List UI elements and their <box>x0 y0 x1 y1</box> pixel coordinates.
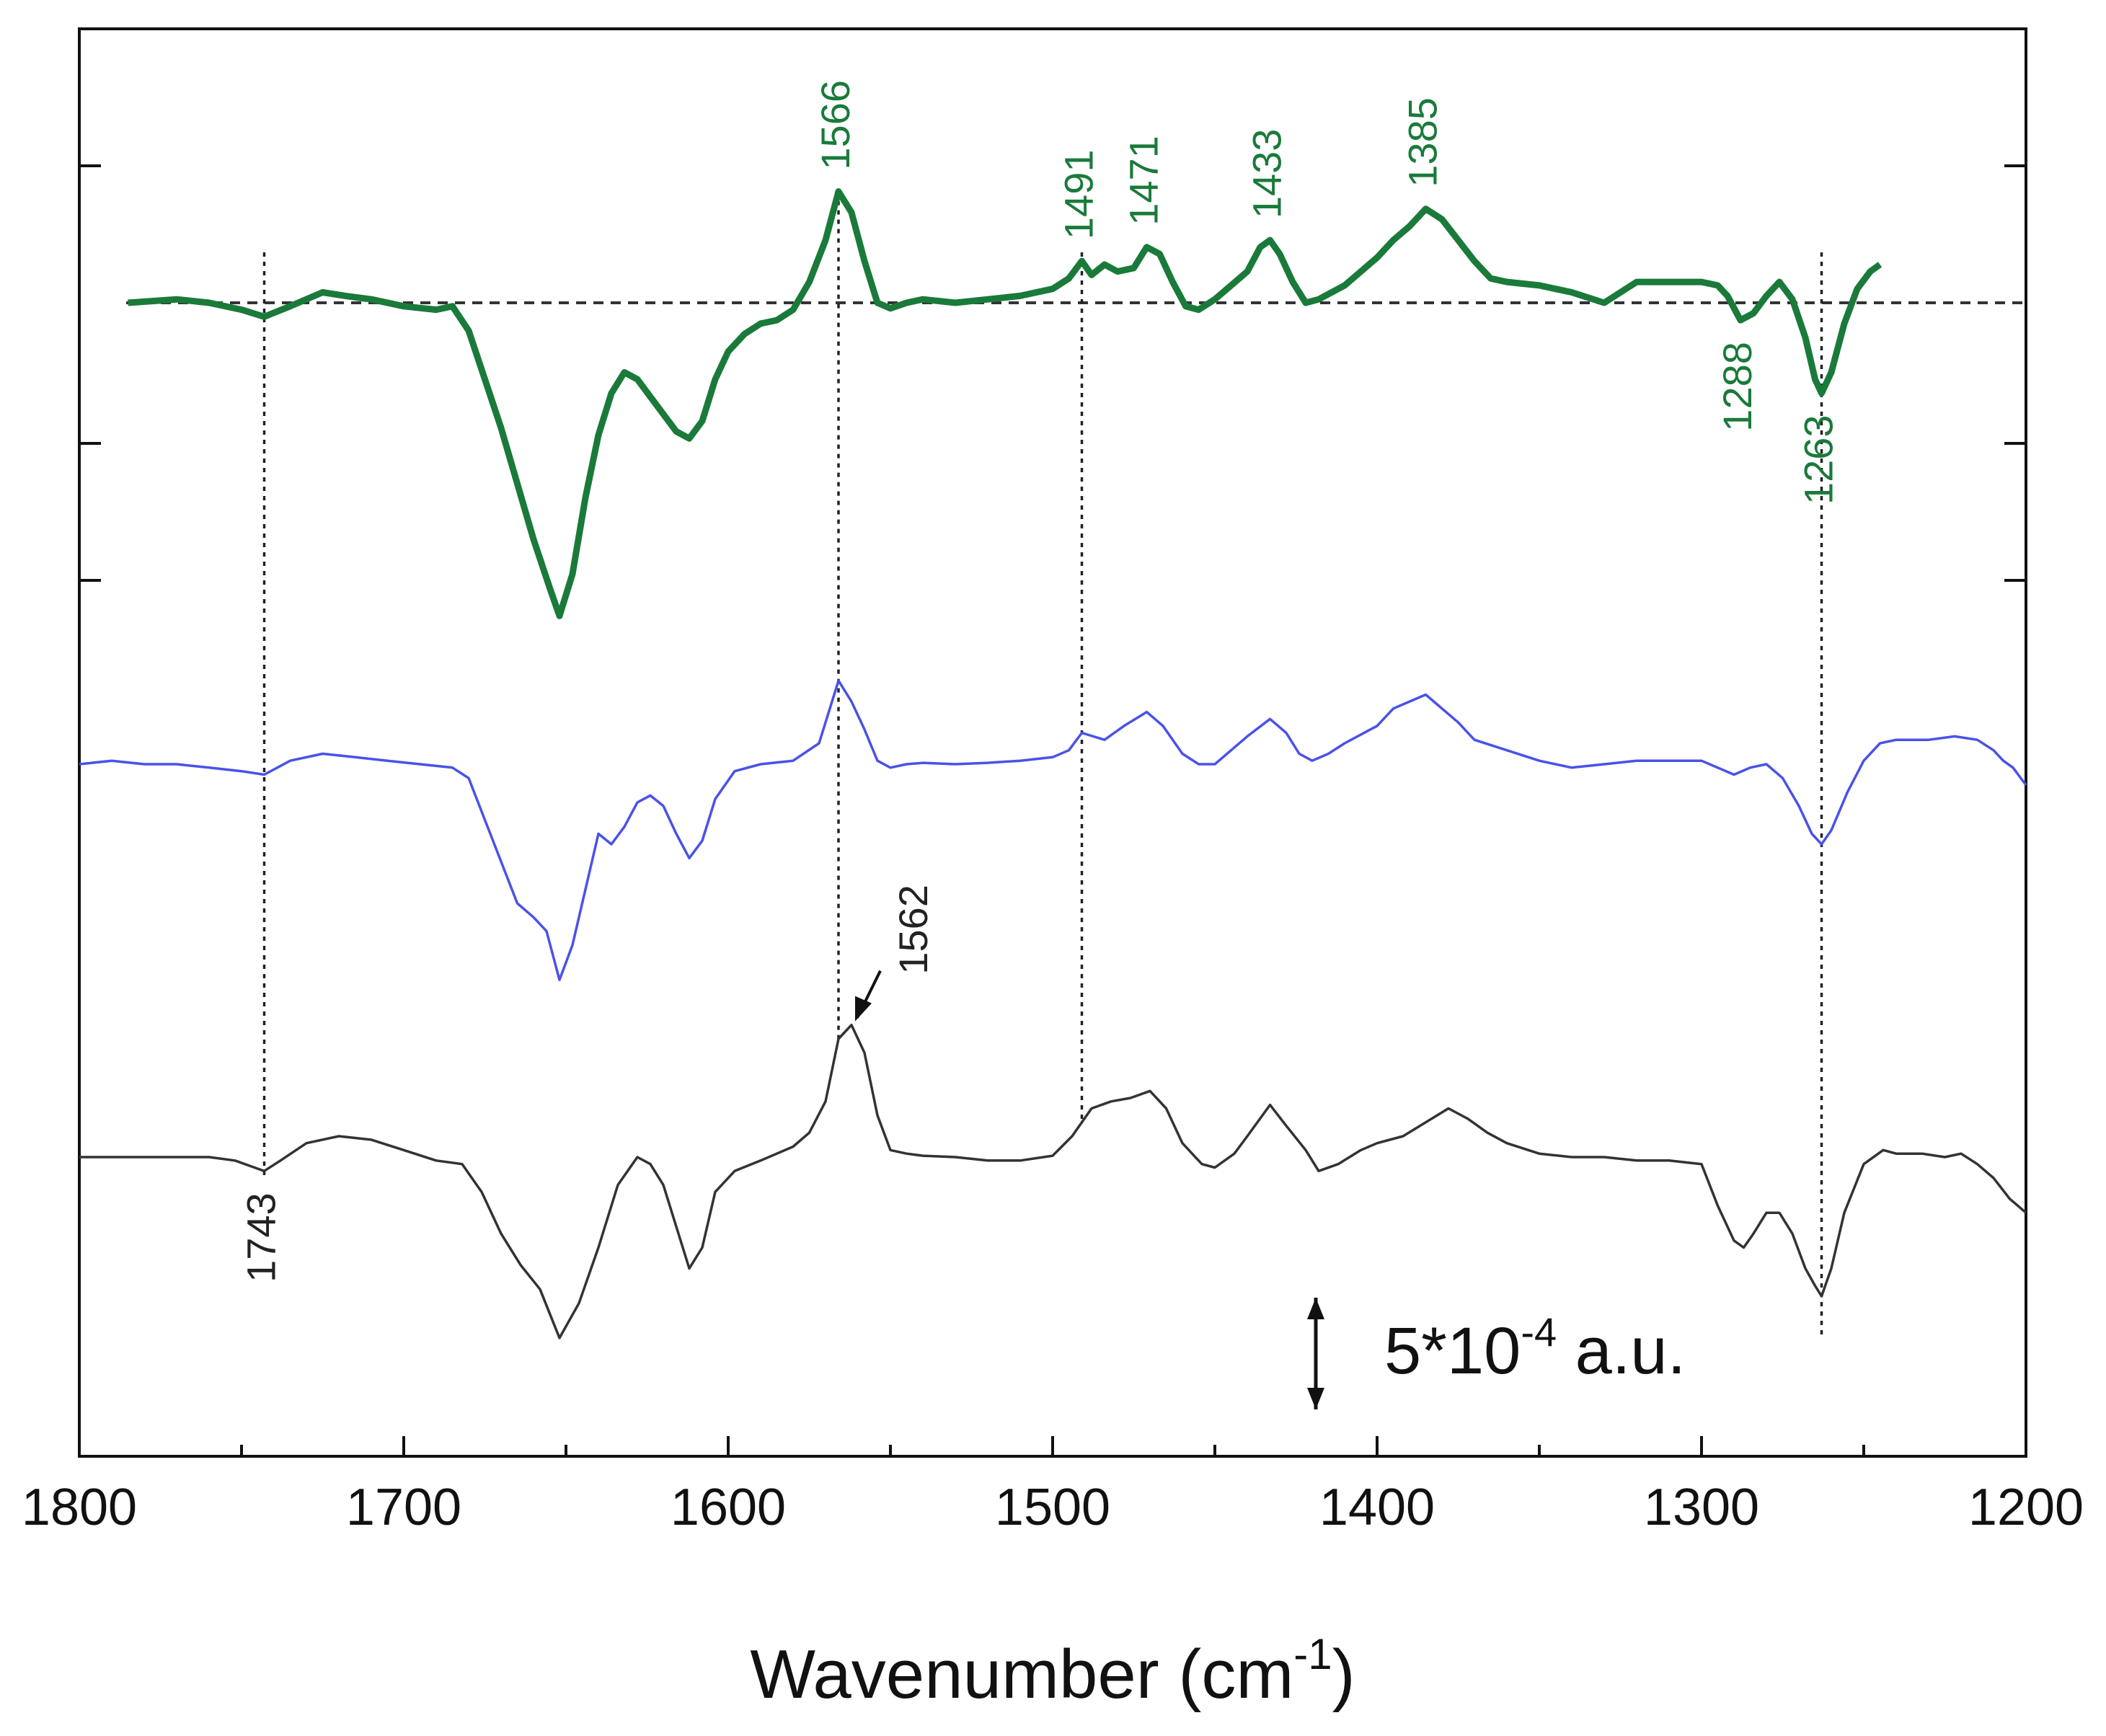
plot-border <box>78 27 2027 1458</box>
peak-label-group: 1566 <box>813 80 858 170</box>
peak-label: 1743 <box>238 1192 283 1283</box>
x-tick-label: 1700 <box>346 1479 461 1536</box>
x-tick-label: 1500 <box>995 1479 1110 1536</box>
peak-label-group: 1491 <box>1056 150 1101 240</box>
scale-bar: 5*10-4 a.u. <box>1307 1298 1686 1409</box>
peak-label: 1491 <box>1056 150 1101 240</box>
peak-label-group: 1562 <box>855 885 936 1022</box>
scale-bar-label: 5*10-4 a.u. <box>1384 1309 1686 1388</box>
peak-label: 1471 <box>1120 136 1166 226</box>
peak-label: 1385 <box>1399 97 1445 187</box>
peak-label-group: 1288 <box>1715 342 1760 432</box>
series-line-1 <box>79 679 2027 981</box>
peak-label-group: 1385 <box>1399 97 1445 187</box>
peak-label: 1566 <box>813 80 858 170</box>
scale-arrow-down <box>1307 1388 1324 1409</box>
peak-label-group: 1471 <box>1120 136 1166 226</box>
peak-label-group: 1433 <box>1244 129 1289 219</box>
peak-arrowhead <box>855 996 872 1022</box>
series-line-2 <box>79 1023 2027 1339</box>
peak-label-group: 1263 <box>1795 415 1841 505</box>
peak-label: 1263 <box>1795 415 1841 505</box>
reference-lines <box>262 191 1823 1339</box>
x-tick-label: 1300 <box>1644 1479 1759 1536</box>
x-axis-label: Wavenumber (cm-1) <box>750 1630 1355 1713</box>
peak-label: 1288 <box>1715 342 1760 432</box>
plot-frame <box>78 27 2027 1458</box>
series-line-0 <box>128 188 1882 619</box>
x-tick-label: 1600 <box>671 1479 786 1536</box>
scale-arrow-up <box>1307 1298 1324 1319</box>
x-axis: 1800 1700 1600 1500 1400 1300 1200 <box>22 1436 2084 1536</box>
peak-labels: 1566 1491 1471 1433 1385 1288 1263 1562 1743 <box>238 80 1841 1283</box>
x-tick-label: 1800 <box>22 1479 137 1536</box>
peak-label: 1433 <box>1244 129 1289 219</box>
x-tick-label: 1200 <box>1968 1479 2084 1536</box>
x-tick-label: 1400 <box>1319 1479 1435 1536</box>
peak-label-group: 1743 <box>238 1192 283 1283</box>
peak-label: 1562 <box>890 885 936 975</box>
series-group <box>79 188 2027 1339</box>
